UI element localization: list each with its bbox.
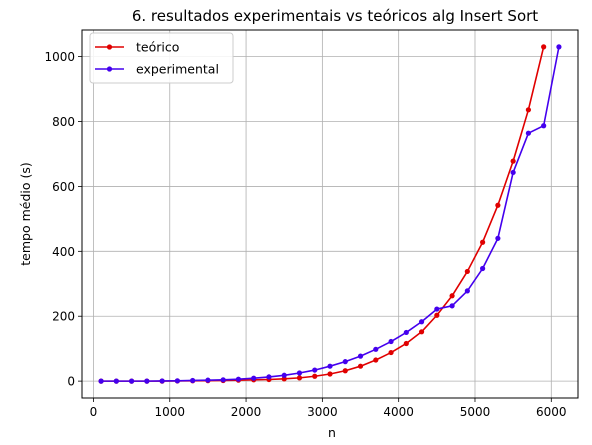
data-point [525, 130, 532, 136]
data-point [449, 293, 455, 299]
data-point [220, 377, 226, 383]
legend-swatch-marker [106, 66, 113, 72]
series-layer [98, 44, 562, 384]
grid [82, 30, 578, 398]
x-tick-label: 0 [90, 405, 98, 419]
x-tick-label: 5000 [460, 405, 491, 419]
data-point [113, 378, 119, 384]
data-point [357, 353, 364, 359]
data-point [418, 319, 425, 325]
data-point [327, 363, 333, 369]
legend-label: teórico [136, 40, 179, 55]
data-point [480, 265, 486, 272]
data-point [342, 359, 348, 365]
data-point [418, 329, 425, 335]
legend-swatch-marker [106, 44, 113, 50]
y-axis-label: tempo médio (s) [18, 162, 33, 266]
data-point [373, 357, 379, 363]
y-tick-label: 400 [52, 245, 75, 259]
data-point [159, 378, 165, 384]
data-point [281, 376, 287, 382]
x-tick-label: 2000 [231, 405, 262, 419]
data-point [235, 376, 242, 382]
x-tick-label: 4000 [383, 405, 414, 419]
data-point [174, 378, 180, 384]
x-axis-label: n [328, 425, 336, 440]
data-point [464, 288, 470, 294]
y-tick-label: 0 [67, 375, 75, 389]
data-point [495, 235, 501, 241]
data-point [327, 371, 333, 377]
data-point [296, 375, 303, 381]
series-1 [98, 44, 562, 384]
data-point [296, 370, 303, 376]
data-point [205, 377, 211, 383]
data-point [510, 158, 516, 164]
data-point [495, 202, 501, 208]
data-point [190, 377, 196, 384]
x-tick-label: 1000 [154, 405, 185, 419]
data-point [541, 123, 547, 129]
data-point [449, 303, 455, 309]
data-point [266, 374, 272, 380]
data-point [510, 169, 516, 176]
y-tick-label: 1000 [44, 50, 75, 64]
data-point [312, 373, 318, 379]
data-point [388, 338, 394, 345]
data-point [144, 378, 150, 384]
data-point [129, 378, 135, 384]
x-tick-label: 3000 [307, 405, 338, 419]
plot-frame [81, 29, 579, 399]
legend: teórico experimental [89, 32, 234, 84]
data-point [373, 346, 379, 352]
legend-box [89, 32, 234, 84]
data-point [357, 363, 364, 369]
data-point [251, 375, 257, 381]
data-point [98, 378, 104, 384]
chart-title: 6. resultados experimentais vs teóricos … [132, 7, 538, 25]
data-point [281, 372, 287, 378]
data-point [403, 340, 409, 347]
y-tick-label: 800 [52, 115, 75, 129]
data-point [342, 368, 348, 374]
ticks: 0 1000 2000 3000 4000 5000 6000 0 200 400 600 800 10… [44, 50, 566, 419]
data-point [312, 367, 318, 373]
legend-label: experimental [136, 62, 219, 77]
x-tick-label: 6000 [536, 405, 567, 419]
y-tick-label: 600 [52, 180, 75, 194]
data-point [434, 312, 440, 318]
data-point [388, 349, 394, 356]
data-point [525, 107, 532, 113]
y-tick-label: 200 [52, 310, 75, 324]
data-point [480, 239, 486, 245]
data-point [541, 44, 547, 50]
data-point [556, 44, 562, 50]
data-point [434, 306, 440, 312]
data-point [403, 329, 409, 336]
data-point [464, 268, 470, 275]
